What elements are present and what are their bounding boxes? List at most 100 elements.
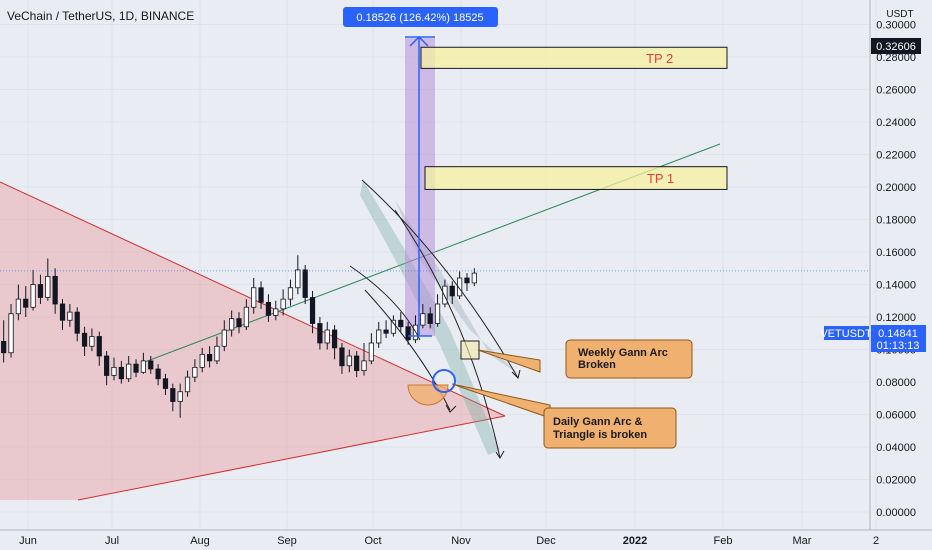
y-tick-label: 0.26000 (876, 85, 916, 97)
y-tick-label: 0.12000 (876, 312, 916, 324)
candle-body (133, 363, 139, 373)
candle-body (317, 323, 323, 344)
candles (1, 255, 477, 418)
triangle-lower-line (77, 415, 506, 501)
price-axis-ticks: 0.340000.320000.300000.280000.260000.240… (876, 20, 916, 520)
candle-body (162, 378, 169, 389)
candle-body (324, 329, 330, 344)
candle-body (89, 336, 95, 347)
candle-body (111, 366, 117, 376)
candle-body (23, 298, 29, 308)
x-tick-label: Jun (19, 535, 37, 547)
callout-daily-line2: Triangle is broken (553, 429, 647, 441)
candle-body (427, 313, 433, 324)
candle-body (199, 353, 205, 368)
price-axis-unit: USDT (886, 9, 913, 20)
candle-body (170, 388, 176, 402)
x-tick-label: Sep (277, 535, 297, 547)
gann-arc-1 (361, 179, 519, 379)
candle-body (1, 340, 7, 354)
callout-weekly-line2: Broken (578, 359, 616, 371)
measure-label-bg (343, 7, 498, 27)
candle-body (251, 287, 257, 308)
candle-body (81, 332, 88, 347)
candle-body (67, 311, 73, 321)
candle-body (287, 287, 294, 300)
gann-arc-4 (394, 209, 501, 459)
candle-body (221, 329, 227, 347)
candle-body (383, 329, 389, 334)
candle-body (361, 360, 367, 372)
measure-arrowhead (409, 35, 429, 47)
x-tick-label: Jul (105, 535, 119, 547)
gann-arc-2 (349, 265, 421, 341)
arc-arrowhead-1 (511, 369, 521, 379)
candle-body (15, 298, 21, 315)
candle-body (206, 353, 213, 362)
candle-body (434, 303, 441, 324)
candle-body (74, 311, 80, 334)
symbol-tag: VETUSDT (820, 328, 872, 340)
target-zone-label: TP 2 (646, 51, 673, 66)
y-tick-label: 0.04000 (876, 442, 916, 454)
target-zone-box (424, 166, 728, 190)
candle-body (236, 318, 242, 328)
candle-body (258, 287, 264, 303)
candle-body (59, 303, 66, 321)
candle-body (265, 301, 272, 316)
candle-body (368, 342, 374, 362)
candle-body (331, 329, 338, 349)
candle-body (273, 308, 279, 316)
candle-body (302, 269, 308, 298)
y-tick-label: 0.28000 (876, 52, 916, 64)
y-tick-label: 0.20000 (876, 182, 916, 194)
symbol-tag-bg (824, 326, 869, 340)
x-tick-label: 2022 (623, 535, 647, 547)
candle-body (118, 366, 124, 380)
y-tick-label: 0.02000 (876, 475, 916, 487)
y-tick-label: 0.16000 (876, 247, 916, 259)
x-tick-label: 2 (873, 535, 879, 547)
callout-weekly (565, 339, 693, 379)
candle-body (192, 366, 198, 378)
y-tick-label: 0.24000 (876, 117, 916, 129)
candle-body (229, 318, 235, 331)
candle-body (30, 284, 36, 308)
price-tag: 0.14841 (878, 328, 918, 340)
candle-body (339, 347, 345, 367)
candle-body (354, 355, 360, 372)
chart-title: VeChain / TetherUS, 1D, BINANCE (7, 9, 194, 23)
candle-body (471, 272, 477, 284)
x-tick-label: Oct (364, 535, 381, 547)
callout-daily (543, 407, 677, 449)
time-axis-ticks: Jun Jul Aug Sep Oct Nov Dec 2022 Feb Mar 2 (19, 535, 879, 547)
candle-body (184, 376, 191, 393)
candle-body (148, 360, 154, 370)
candle-body (464, 277, 470, 284)
candle-body (295, 269, 301, 289)
x-tick-label: Dec (536, 535, 556, 547)
x-tick-label: Feb (714, 535, 733, 547)
candle-body (442, 285, 448, 305)
candle-body (52, 275, 58, 305)
breakout-circle (432, 369, 456, 393)
callout-daily-line1: Daily Gann Arc & (553, 416, 643, 428)
x-tick-label: Nov (451, 535, 471, 547)
candle-body (126, 363, 132, 380)
target-zone-box (420, 46, 728, 69)
candle-body (405, 326, 411, 341)
target-zones: TP 3TP 2TP 1 (420, 46, 728, 190)
candle-body (346, 355, 352, 367)
measure-label: 0.18526 (126.42%) 18525 (356, 12, 483, 24)
weekly-breakout-box (460, 340, 480, 360)
price-tag-bg (871, 325, 926, 352)
candle-body (37, 284, 44, 298)
candle-body (398, 319, 404, 328)
y-tick-label: 0.08000 (876, 377, 916, 389)
arc-arrowhead-3 (445, 404, 457, 413)
candle-body (376, 329, 382, 344)
candle-body (155, 368, 161, 380)
callout-pointer-1 (477, 349, 541, 373)
y-tick-label: 0.30000 (876, 20, 916, 32)
